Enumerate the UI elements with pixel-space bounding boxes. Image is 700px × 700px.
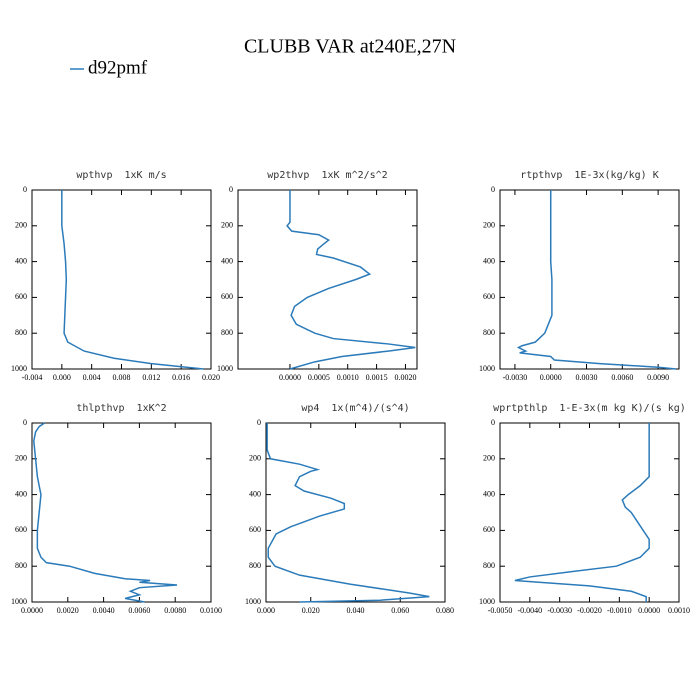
profile-line — [266, 423, 430, 603]
panel-title: rtpthvp 1E-3x(kg/kg) K — [520, 170, 658, 181]
y-tick-label: 0 — [229, 185, 233, 194]
profile-line — [516, 190, 677, 370]
figure-title: CLUBB VAR at240E,27N — [244, 36, 456, 58]
y-tick-label: 600 — [483, 292, 495, 301]
x-tick-label: -0.0040 — [517, 606, 542, 615]
y-tick-label: 200 — [483, 221, 495, 230]
y-tick-label: 600 — [483, 525, 495, 534]
y-tick-label: 1000 — [217, 364, 233, 373]
x-tick-label: 0.0000 — [638, 606, 660, 615]
x-tick-label: 0.080 — [436, 606, 454, 615]
panel-title: thlpthvp 1xK^2 — [76, 403, 166, 414]
plot-frame — [499, 189, 680, 370]
y-tick-label: 1000 — [11, 364, 27, 373]
x-tick-label: 0.0100 — [200, 606, 222, 615]
y-tick-label: 200 — [221, 221, 233, 230]
x-tick-label: 0.0090 — [647, 373, 669, 382]
x-tick-label: 0.012 — [142, 373, 160, 382]
profile-line — [33, 422, 178, 603]
y-tick-label: 1000 — [245, 597, 261, 606]
y-tick-label: 200 — [249, 454, 261, 463]
y-tick-label: 800 — [15, 561, 27, 570]
y-tick-label: 600 — [15, 292, 27, 301]
y-tick-label: 200 — [483, 454, 495, 463]
y-tick-label: 0 — [23, 185, 27, 194]
profile-line — [286, 190, 416, 370]
x-tick-label: 0.020 — [302, 606, 320, 615]
x-tick-label: 0.0080 — [164, 606, 186, 615]
y-tick-label: 200 — [15, 221, 27, 230]
profile-line — [61, 190, 204, 370]
x-tick-label: 0.0020 — [57, 606, 79, 615]
x-tick-label: 0.016 — [172, 373, 190, 382]
x-tick-label: 0.0010 — [668, 606, 690, 615]
panel-title: wprtpthlp 1-E-3x(m kg K)/(s kg) — [493, 403, 686, 414]
panel-title: wp2thvp 1xK m^2/s^2 — [267, 170, 387, 181]
x-tick-label: 0.020 — [202, 373, 220, 382]
x-tick-label: 0.000 — [257, 606, 275, 615]
x-tick-label: 0.0000 — [279, 373, 301, 382]
y-tick-label: 200 — [15, 454, 27, 463]
y-tick-label: 800 — [249, 561, 261, 570]
x-tick-label: 0.004 — [83, 373, 101, 382]
y-tick-label: 0 — [491, 418, 495, 427]
legend-label: d92pmf — [88, 57, 148, 78]
x-tick-label: 0.0015 — [366, 373, 388, 382]
plot-frame — [31, 422, 212, 603]
x-tick-label: -0.0030 — [547, 606, 572, 615]
x-tick-label: -0.0010 — [607, 606, 632, 615]
x-tick-label: -0.004 — [22, 373, 43, 382]
profile-line — [514, 423, 650, 602]
y-tick-label: 600 — [221, 292, 233, 301]
y-tick-label: 800 — [15, 328, 27, 337]
y-tick-label: 800 — [221, 328, 233, 337]
y-tick-label: 600 — [15, 525, 27, 534]
y-tick-label: 800 — [483, 561, 495, 570]
x-tick-label: 0.0000 — [21, 606, 43, 615]
x-tick-label: 0.0030 — [576, 373, 598, 382]
y-tick-label: 400 — [15, 489, 27, 498]
y-tick-label: 400 — [249, 489, 261, 498]
plot-frame — [237, 189, 418, 370]
y-tick-label: 800 — [483, 328, 495, 337]
y-tick-label: 1000 — [479, 597, 495, 606]
y-tick-label: 600 — [249, 525, 261, 534]
x-tick-label: 0.0040 — [93, 606, 115, 615]
panel-title: wpthvp 1xK m/s — [76, 170, 166, 181]
y-tick-label: 400 — [483, 489, 495, 498]
x-tick-label: 0.0005 — [308, 373, 330, 382]
x-tick-label: 0.0020 — [394, 373, 416, 382]
y-tick-label: 0 — [23, 418, 27, 427]
y-tick-label: 400 — [15, 256, 27, 265]
y-tick-label: 0 — [491, 185, 495, 194]
panel-title: wp4 1x(m^4)/(s^4) — [301, 403, 409, 414]
y-tick-label: 400 — [483, 256, 495, 265]
x-tick-label: -0.0030 — [503, 373, 528, 382]
x-tick-label: 0.0000 — [540, 373, 562, 382]
x-tick-label: -0.0020 — [577, 606, 602, 615]
x-tick-label: 0.040 — [347, 606, 365, 615]
y-tick-label: 0 — [257, 418, 261, 427]
x-tick-label: 0.060 — [391, 606, 409, 615]
x-tick-label: 0.0060 — [128, 606, 150, 615]
x-tick-label: 0.0010 — [337, 373, 359, 382]
y-tick-label: 1000 — [11, 597, 27, 606]
x-tick-label: -0.0050 — [488, 606, 513, 615]
y-tick-label: 400 — [221, 256, 233, 265]
x-tick-label: 0.008 — [113, 373, 131, 382]
y-tick-label: 1000 — [479, 364, 495, 373]
x-tick-label: 0.000 — [53, 373, 71, 382]
x-tick-label: 0.0060 — [611, 373, 633, 382]
